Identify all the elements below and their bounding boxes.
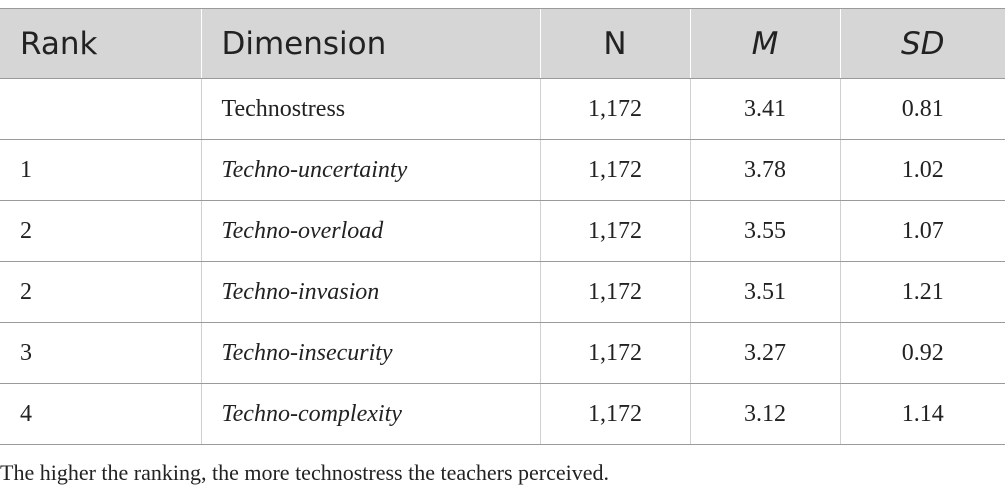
table-cell: 3	[0, 322, 201, 384]
table-cell: 1,172	[539, 261, 690, 323]
table-cell: 4	[0, 383, 201, 445]
table-body: Technostress 1,172 3.41 0.81 1 Techno-uncerta…	[0, 78, 1005, 445]
table-row: 1 Techno-uncertainty 1,172 3.78 1.02	[0, 139, 1005, 201]
table-cell: 1,172	[539, 139, 690, 201]
table-cell: Techno-insecurity	[200, 322, 540, 384]
table-cell: 0.81	[839, 78, 1005, 140]
table-cell: 1	[0, 139, 201, 201]
table-cell: Techno-complexity	[200, 383, 540, 445]
header-cell: Rank	[0, 8, 201, 79]
table-cell: 1,172	[539, 383, 690, 445]
table-cell: 3.41	[689, 78, 840, 140]
table-cell	[0, 78, 201, 140]
table-cell: Techno-overload	[200, 200, 540, 262]
header-cell: Dimension	[200, 8, 540, 79]
header-cell: M	[689, 8, 840, 79]
data-table: Rank Dimension N M SD Technostress 1,172 3.41 0…	[0, 8, 1005, 445]
table-row: 4 Techno-complexity 1,172 3.12 1.14	[0, 383, 1005, 445]
header-cell: SD	[839, 8, 1005, 79]
table-cell: 1,172	[539, 200, 690, 262]
table-row: 2 Techno-invasion 1,172 3.51 1.21	[0, 261, 1005, 323]
table-row: 2 Techno-overload 1,172 3.55 1.07	[0, 200, 1005, 262]
table-cell: 2	[0, 261, 201, 323]
table-cell: 1,172	[539, 322, 690, 384]
table-header: Rank Dimension N M SD	[0, 8, 1005, 79]
table-cell: 1,172	[539, 78, 690, 140]
table-cell: 0.92	[839, 322, 1005, 384]
table-cell: 1.14	[839, 383, 1005, 445]
table-cell: 3.12	[689, 383, 840, 445]
table-cell: Techno-invasion	[200, 261, 540, 323]
table-cell: 3.78	[689, 139, 840, 201]
header-row: Rank Dimension N M SD	[0, 8, 1005, 79]
table-cell: 1.21	[839, 261, 1005, 323]
table-cell: Technostress	[200, 78, 540, 140]
table-row: 3 Techno-insecurity 1,172 3.27 0.92	[0, 322, 1005, 384]
table-cell: Techno-uncertainty	[200, 139, 540, 201]
table-cell: 3.51	[689, 261, 840, 323]
table-cell: 2	[0, 200, 201, 262]
table-note: The higher the ranking, the more technos…	[0, 460, 610, 485]
header-cell: N	[539, 8, 690, 79]
table-cell: 3.55	[689, 200, 840, 262]
table-cell: 1.07	[839, 200, 1005, 262]
table-cell: 3.27	[689, 322, 840, 384]
table-cell: 1.02	[839, 139, 1005, 201]
table-row: Technostress 1,172 3.41 0.81	[0, 78, 1005, 140]
